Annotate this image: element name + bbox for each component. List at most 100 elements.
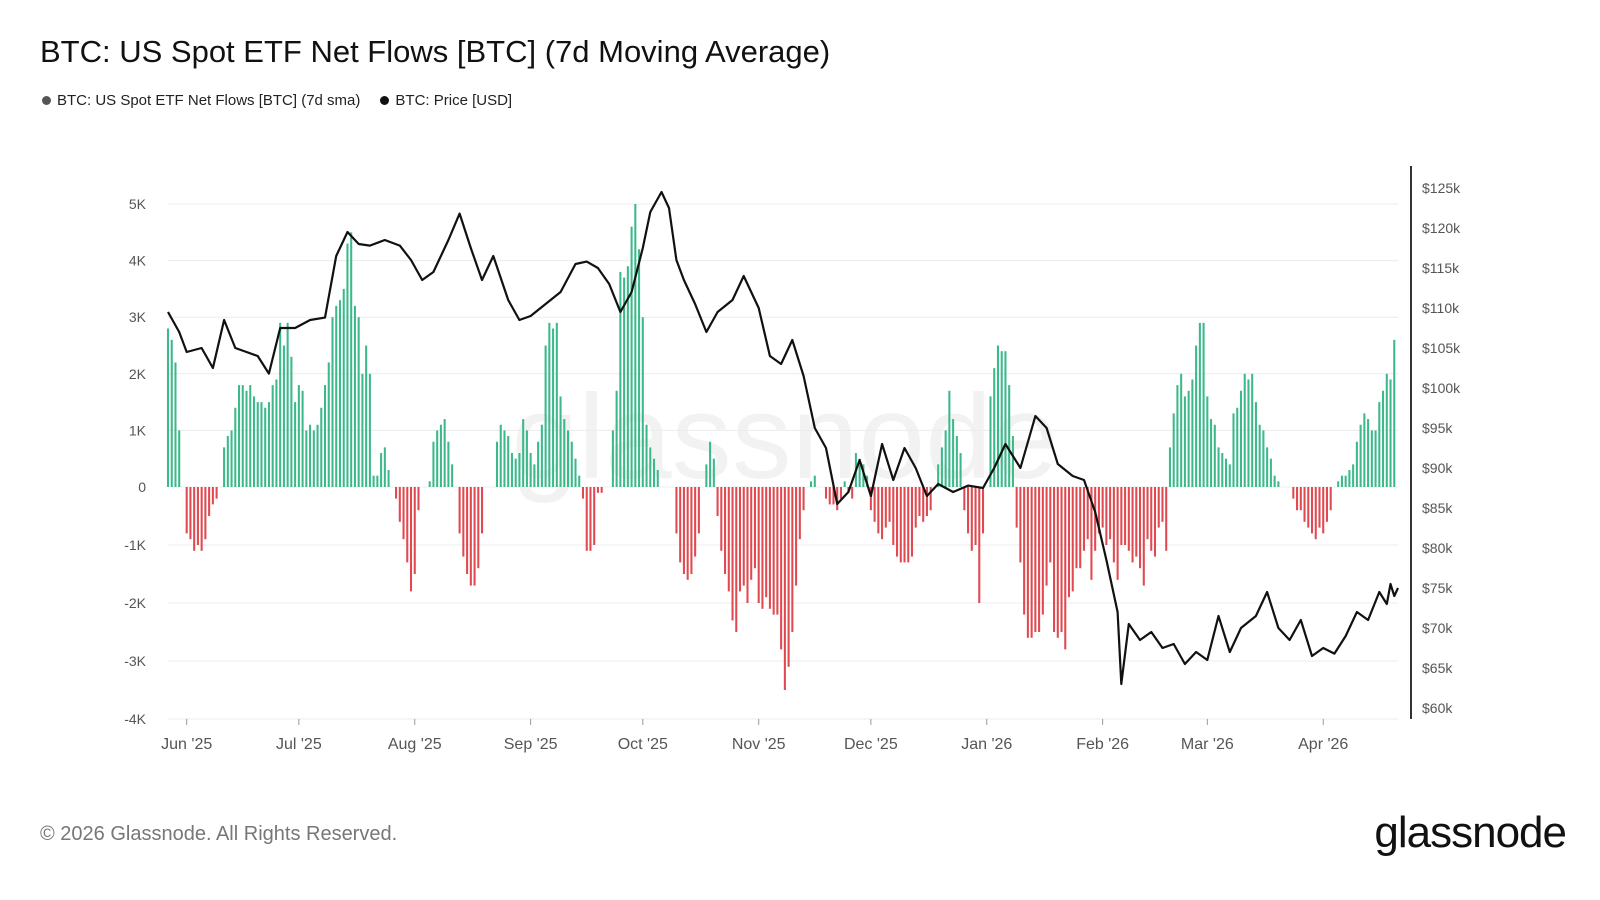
flow-bar bbox=[649, 447, 652, 487]
flow-bar bbox=[712, 458, 715, 487]
flow-bar bbox=[727, 487, 730, 592]
flow-bar bbox=[652, 458, 656, 487]
flow-bar bbox=[327, 362, 330, 487]
flow-bar bbox=[1049, 487, 1052, 563]
flow-bar bbox=[323, 385, 327, 487]
flow-bar bbox=[1168, 447, 1171, 487]
flow-bar bbox=[765, 487, 768, 598]
flow-bar bbox=[1217, 447, 1220, 487]
flow-bar bbox=[828, 487, 831, 505]
flow-bar bbox=[1243, 373, 1246, 487]
flow-bar bbox=[1060, 487, 1063, 632]
flow-bar bbox=[1296, 487, 1299, 511]
flow-bar bbox=[981, 487, 985, 534]
y-left-tick-label: 1K bbox=[129, 422, 147, 438]
flow-bar bbox=[1236, 407, 1239, 487]
legend-item-net-flows[interactable]: BTC: US Spot ETF Net Flows [BTC] (7d sma… bbox=[42, 92, 360, 109]
x-tick-label: Jul '25 bbox=[276, 736, 322, 753]
flow-bar bbox=[899, 487, 902, 563]
flow-bar bbox=[813, 475, 816, 487]
flow-bar bbox=[1153, 487, 1157, 557]
flow-bar bbox=[503, 430, 506, 487]
flow-bar bbox=[750, 487, 753, 580]
flow-bar bbox=[596, 487, 599, 493]
flow-bar bbox=[581, 487, 585, 499]
flow-bar bbox=[1176, 385, 1179, 487]
flow-bar bbox=[881, 487, 884, 540]
flow-bar bbox=[305, 430, 308, 487]
flow-bar bbox=[514, 458, 517, 487]
flow-bar bbox=[970, 487, 973, 551]
flow-bar bbox=[593, 487, 596, 545]
y-left-tick-label: 0 bbox=[138, 479, 146, 495]
watermark: glassnode bbox=[511, 370, 1058, 504]
flow-bar bbox=[1064, 487, 1067, 650]
flow-bar bbox=[552, 328, 555, 487]
flow-bar bbox=[634, 204, 637, 487]
flow-bar bbox=[230, 430, 233, 487]
flow-bar bbox=[1067, 487, 1071, 598]
legend-dot-net-flows bbox=[42, 96, 51, 105]
flow-bar bbox=[398, 487, 401, 522]
flow-bar bbox=[589, 487, 592, 551]
legend-item-price[interactable]: BTC: Price [USD] bbox=[380, 92, 512, 109]
flow-bar bbox=[746, 487, 749, 603]
flow-bar bbox=[1329, 487, 1332, 511]
flow-bar bbox=[451, 464, 454, 487]
flow-bar bbox=[795, 487, 798, 586]
flow-bar bbox=[406, 487, 409, 563]
flow-bar bbox=[738, 487, 742, 592]
flow-bar bbox=[1258, 424, 1261, 487]
flow-bar bbox=[342, 288, 345, 487]
flow-bar bbox=[1262, 430, 1265, 487]
flow-bar bbox=[978, 487, 981, 603]
legend-dot-price bbox=[380, 96, 390, 105]
flow-bar bbox=[753, 487, 756, 569]
legend-label-net-flows: BTC: US Spot ETF Net Flows [BTC] (7d sma… bbox=[57, 92, 361, 109]
x-tick-label: Mar '26 bbox=[1181, 736, 1234, 753]
flow-bar bbox=[1082, 487, 1085, 551]
flow-bar bbox=[922, 487, 925, 522]
flow-bar bbox=[189, 487, 192, 540]
flow-bar bbox=[1225, 458, 1228, 487]
y-left-tick-label: 5K bbox=[129, 196, 147, 212]
flow-bar bbox=[724, 487, 727, 574]
flow-bar bbox=[395, 487, 398, 499]
flow-bar bbox=[1015, 487, 1018, 528]
flow-bar bbox=[623, 277, 626, 487]
flow-bar bbox=[439, 424, 442, 487]
flow-bar bbox=[383, 447, 386, 487]
flow-bar bbox=[178, 430, 181, 487]
flow-bar bbox=[1041, 487, 1044, 615]
flow-bar bbox=[1004, 351, 1007, 487]
flow-bar bbox=[320, 407, 323, 487]
flow-bar bbox=[1150, 487, 1153, 551]
flow-bar bbox=[555, 322, 558, 487]
flow-bar bbox=[537, 441, 540, 487]
flow-bar bbox=[1221, 453, 1224, 487]
flow-bar bbox=[208, 487, 211, 516]
flow-bar bbox=[1367, 419, 1370, 487]
flow-bar bbox=[948, 390, 951, 487]
flow-bar bbox=[350, 232, 353, 487]
price-line bbox=[167, 190, 1399, 686]
flow-bar bbox=[1023, 487, 1026, 615]
flow-bar bbox=[238, 385, 241, 487]
flow-bar bbox=[1019, 487, 1022, 563]
flow-bar bbox=[843, 481, 846, 487]
flow-bar bbox=[1340, 475, 1343, 487]
flow-bar bbox=[346, 243, 349, 487]
flow-bar bbox=[952, 419, 955, 487]
flow-bar bbox=[1131, 487, 1134, 563]
flow-bar bbox=[903, 487, 906, 563]
y-right-tick-label: $85k bbox=[1422, 500, 1453, 516]
flow-bar bbox=[1165, 487, 1168, 551]
flow-bar bbox=[1254, 402, 1257, 487]
flow-bar bbox=[301, 390, 304, 487]
flow-bar bbox=[641, 317, 644, 487]
flow-bar bbox=[477, 487, 480, 569]
flow-bar bbox=[1109, 487, 1112, 540]
flow-bar bbox=[458, 487, 461, 534]
flow-bar bbox=[578, 475, 581, 487]
flow-bar bbox=[1292, 487, 1295, 499]
